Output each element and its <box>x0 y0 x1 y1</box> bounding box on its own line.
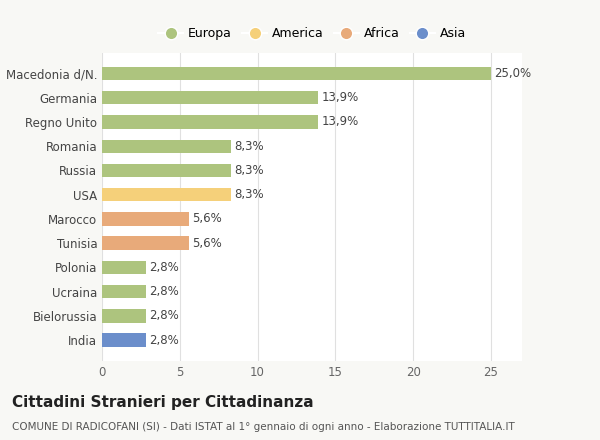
Bar <box>102 164 231 177</box>
Text: Cittadini Stranieri per Cittadinanza: Cittadini Stranieri per Cittadinanza <box>12 395 314 410</box>
Bar <box>102 115 318 128</box>
Bar <box>102 334 146 347</box>
Text: 8,3%: 8,3% <box>234 139 264 153</box>
Bar <box>102 91 318 104</box>
Text: 2,8%: 2,8% <box>149 309 178 323</box>
Text: 5,6%: 5,6% <box>192 213 222 225</box>
Bar <box>102 139 231 153</box>
Bar <box>102 188 231 202</box>
Text: 5,6%: 5,6% <box>192 237 222 249</box>
Bar <box>102 309 146 323</box>
Bar <box>102 67 491 80</box>
Text: 2,8%: 2,8% <box>149 285 178 298</box>
Text: 8,3%: 8,3% <box>234 188 264 201</box>
Text: 2,8%: 2,8% <box>149 334 178 347</box>
Text: COMUNE DI RADICOFANI (SI) - Dati ISTAT al 1° gennaio di ogni anno - Elaborazione: COMUNE DI RADICOFANI (SI) - Dati ISTAT a… <box>12 422 515 433</box>
Text: 8,3%: 8,3% <box>234 164 264 177</box>
Bar <box>102 212 189 226</box>
Bar <box>102 236 189 250</box>
Text: 13,9%: 13,9% <box>322 115 359 128</box>
Bar <box>102 261 146 274</box>
Legend: Europa, America, Africa, Asia: Europa, America, Africa, Asia <box>153 22 471 45</box>
Text: 2,8%: 2,8% <box>149 261 178 274</box>
Text: 13,9%: 13,9% <box>322 91 359 104</box>
Bar <box>102 285 146 298</box>
Text: 25,0%: 25,0% <box>494 67 531 80</box>
